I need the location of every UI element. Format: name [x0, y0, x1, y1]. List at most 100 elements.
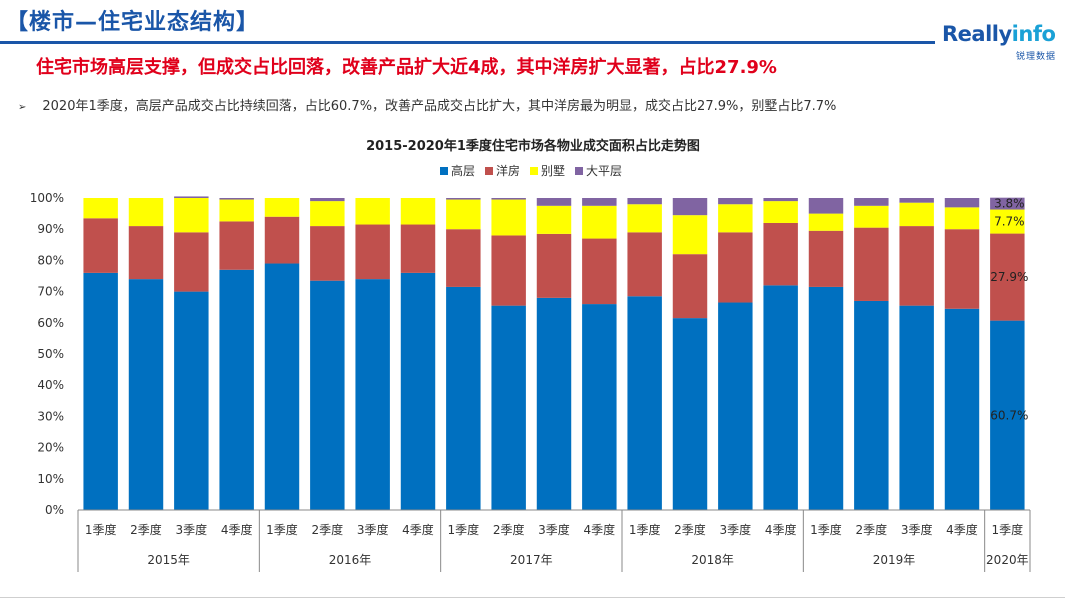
data-label: 60.7% — [990, 408, 1028, 422]
bar-segment-1 — [536, 233, 572, 298]
bar-segment-0 — [219, 269, 254, 510]
bar-segment-3 — [219, 198, 254, 200]
bar-segment-3 — [446, 198, 481, 200]
bar-segment-2 — [219, 199, 254, 222]
x-tick-label: 3季度 — [720, 522, 752, 537]
bar-segment-1 — [582, 238, 617, 305]
legend-label-0: 高层 — [451, 163, 475, 178]
legend-swatch-3 — [575, 167, 583, 175]
bar-segment-1 — [310, 226, 345, 281]
x-tick-label: 1季度 — [992, 522, 1024, 537]
group-label-0: 2015年 — [147, 553, 190, 567]
arrow-bullet-icon: ➢ — [18, 102, 27, 113]
bar-segment-2 — [627, 204, 662, 233]
x-tick-label: 2季度 — [312, 522, 344, 537]
legend-swatch-1 — [485, 167, 493, 175]
bar-segment-2 — [808, 213, 844, 231]
legend-swatch-2 — [530, 167, 538, 175]
group-label-4: 2019年 — [873, 553, 916, 567]
x-tick-label: 4季度 — [584, 522, 616, 537]
y-tick-label: 100% — [30, 191, 64, 205]
x-tick-label: 3季度 — [901, 522, 933, 537]
x-tick-label: 4季度 — [221, 522, 253, 537]
bar-segment-2 — [264, 198, 300, 217]
bar-segment-3 — [174, 196, 209, 198]
bar-segment-3 — [582, 198, 617, 206]
bar-segment-1 — [83, 218, 118, 273]
bar-segment-0 — [763, 285, 798, 510]
x-tick-label: 4季度 — [765, 522, 797, 537]
bar-segment-2 — [763, 201, 798, 223]
group-label-2: 2017年 — [510, 553, 553, 567]
bar-segment-1 — [808, 230, 844, 287]
logo-subtitle: 锐理数据 — [1015, 52, 1056, 62]
x-tick-label: 1季度 — [85, 522, 117, 537]
bar-segment-1 — [219, 221, 254, 270]
x-tick-label: 2季度 — [130, 522, 162, 537]
data-label: 3.8% — [994, 197, 1025, 211]
bar-segment-0 — [400, 272, 436, 510]
bar-segment-0 — [536, 297, 572, 510]
bar-segment-3 — [808, 198, 844, 214]
brand-logo: Reallyinfo 锐理数据 — [942, 22, 1062, 62]
x-tick-label: 3季度 — [357, 522, 389, 537]
bar-segment-1 — [899, 226, 934, 306]
bar-segment-2 — [174, 198, 209, 233]
bar-segment-2 — [854, 205, 889, 228]
group-label-1: 2016年 — [329, 553, 372, 567]
x-tick-label: 3季度 — [176, 522, 208, 537]
y-tick-label: 80% — [37, 253, 64, 267]
y-tick-label: 20% — [37, 441, 64, 455]
bar-segment-0 — [264, 263, 300, 510]
legend-label-1: 洋房 — [496, 163, 520, 178]
bar-segment-1 — [627, 232, 662, 297]
x-tick-label: 3季度 — [538, 522, 570, 537]
legend-swatch-0 — [440, 167, 448, 175]
bar-segment-2 — [400, 198, 436, 225]
x-tick-label: 1季度 — [629, 522, 661, 537]
bar-segment-1 — [400, 224, 436, 273]
headline: 住宅市场高层支撑，但成交占比回落，改善产品扩大近4成，其中洋房扩大显著，占比27… — [36, 57, 777, 78]
bar-segment-0 — [582, 304, 617, 510]
bar-segment-0 — [990, 320, 1025, 510]
bar-segment-3 — [718, 198, 753, 205]
bar-segment-3 — [491, 198, 526, 200]
bar-segment-2 — [446, 199, 481, 230]
bar-segment-0 — [672, 318, 708, 510]
bar-segment-1 — [763, 222, 798, 286]
x-tick-label: 2季度 — [493, 522, 525, 537]
group-label-5: 2020年 — [986, 553, 1029, 567]
chart-title: 2015-2020年1季度住宅市场各物业成交面积占比走势图 — [366, 138, 700, 154]
bar-segment-1 — [944, 229, 980, 309]
bar-segment-3 — [763, 198, 798, 202]
bar-segment-3 — [899, 198, 934, 203]
bar-segment-2 — [944, 207, 980, 230]
bar-segment-1 — [990, 233, 1025, 321]
logo-word-b: info — [1011, 22, 1056, 46]
bar-segment-0 — [808, 286, 844, 510]
bar-segment-3 — [944, 198, 980, 208]
data-label: 27.9% — [990, 270, 1028, 284]
bar-segment-2 — [672, 215, 708, 255]
x-tick-label: 1季度 — [266, 522, 298, 537]
bar-segment-2 — [718, 204, 753, 233]
page-title: 【楼市—住宅业态结构】 — [6, 10, 260, 35]
y-tick-label: 0% — [45, 503, 64, 517]
bar-segment-0 — [899, 305, 934, 510]
legend-label-2: 别墅 — [541, 164, 565, 178]
bar-segment-2 — [899, 202, 934, 227]
logo-wordmark: Reallyinfo — [942, 22, 1062, 46]
x-tick-label: 1季度 — [810, 522, 842, 537]
data-label: 7.7% — [994, 215, 1025, 229]
bar-segment-3 — [990, 197, 1025, 210]
x-tick-label: 4季度 — [402, 522, 434, 537]
bar-segment-2 — [310, 201, 345, 227]
y-tick-label: 60% — [37, 316, 64, 330]
bar-segment-0 — [310, 280, 345, 510]
bar-segment-0 — [944, 308, 980, 510]
bar-segment-3 — [310, 198, 345, 202]
bar-segment-0 — [627, 296, 662, 510]
bullet-line: ➢ 2020年1季度，高层产品成交占比持续回落，占比60.7%，改善产品成交占比扩… — [18, 95, 836, 114]
bottom-divider — [0, 597, 1065, 598]
bar-segment-0 — [355, 279, 390, 510]
